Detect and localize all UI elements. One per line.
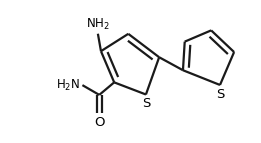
- Text: S: S: [216, 88, 224, 101]
- Text: S: S: [142, 97, 150, 110]
- Text: O: O: [94, 116, 104, 129]
- Text: H$_2$N: H$_2$N: [56, 78, 81, 93]
- Text: NH$_2$: NH$_2$: [86, 17, 110, 32]
